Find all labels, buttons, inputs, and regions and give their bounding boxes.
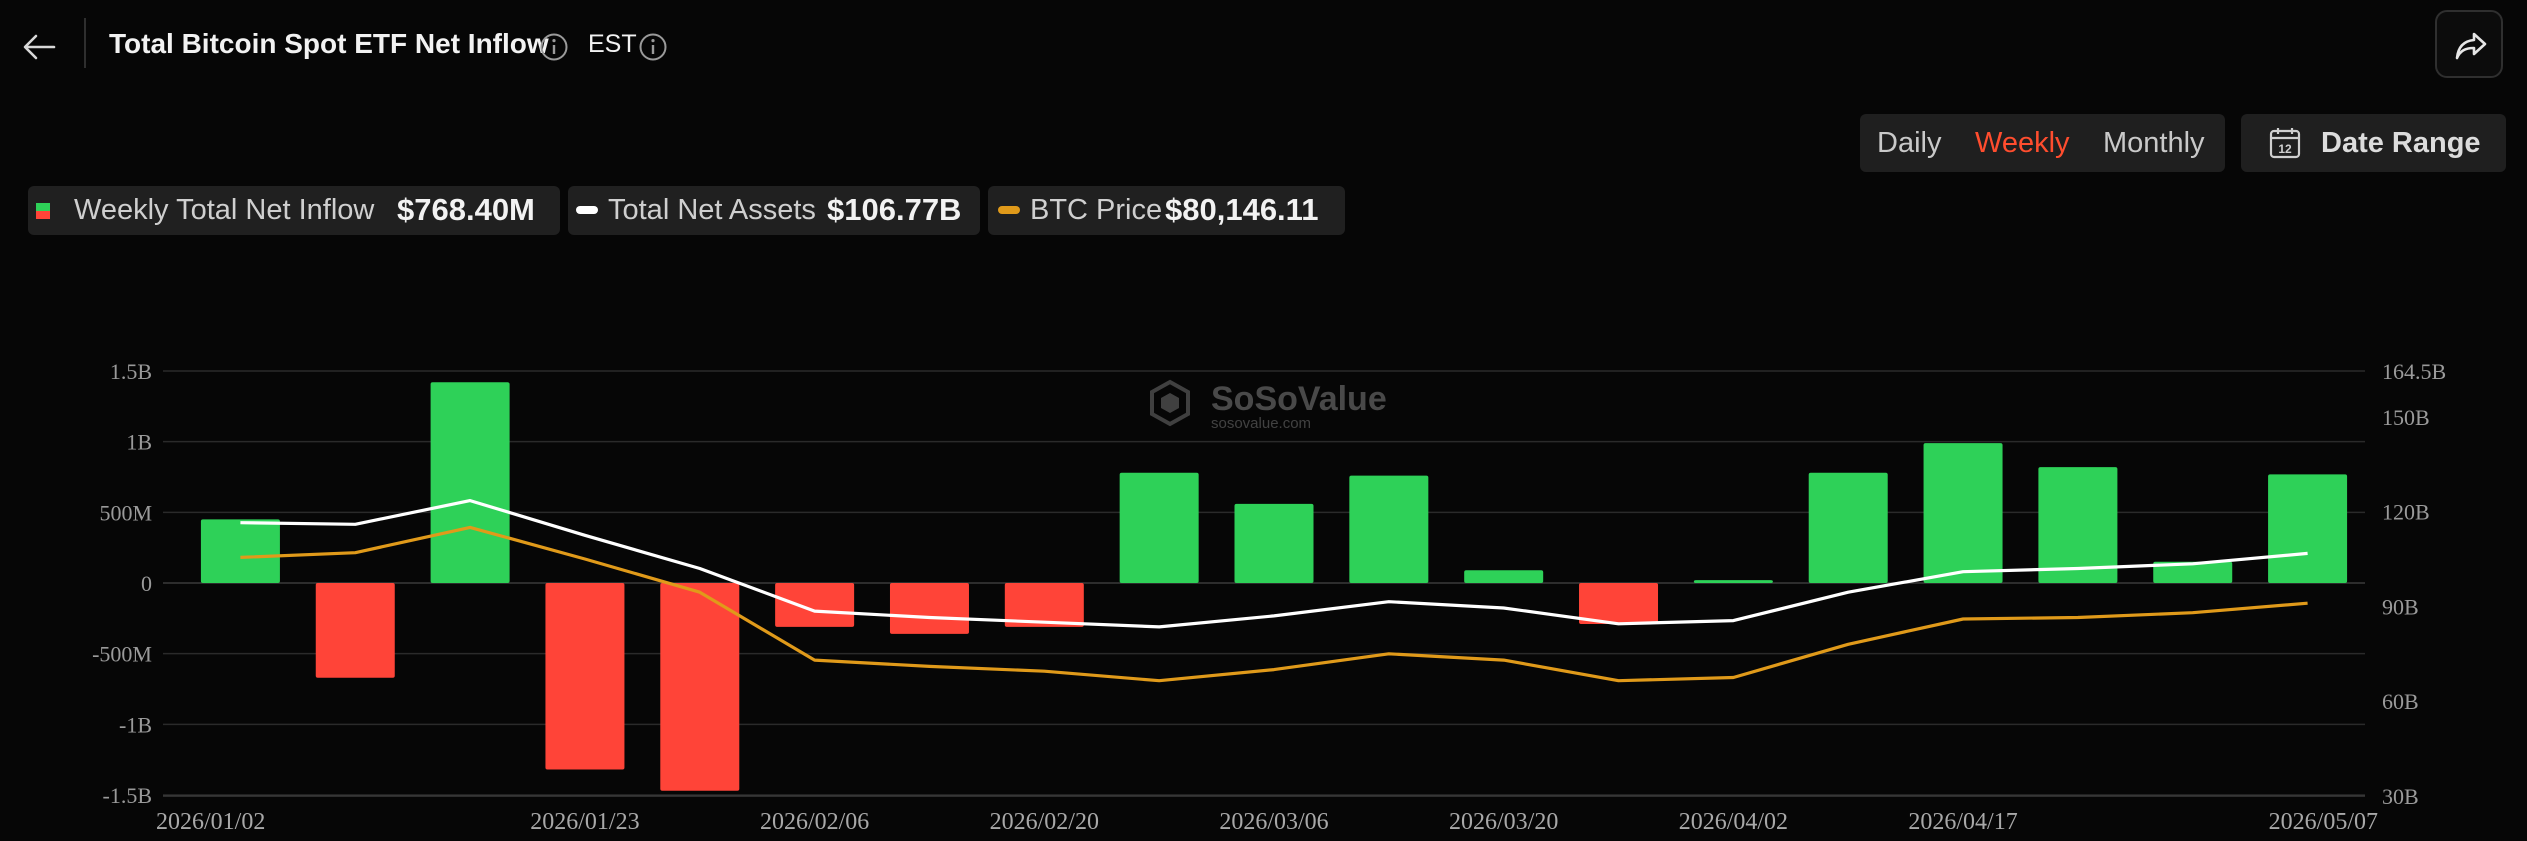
x-tick-label: 2026/04/17 [1908, 809, 2017, 835]
y-right-tick-label: 30B [2382, 784, 2419, 809]
inflow-bar[interactable] [430, 382, 510, 583]
share-arrow-icon [2455, 32, 2487, 60]
legend-assets[interactable]: Total Net Assets $106.77B [568, 186, 980, 235]
x-tick-label: 2026/01/23 [530, 809, 639, 835]
btc-price-line[interactable] [240, 525, 2308, 683]
x-tick-label: 2026/01/02 [156, 809, 265, 835]
legend-inflow[interactable]: Weekly Total Net Inflow $768.40M [28, 186, 560, 235]
inflow-bar[interactable] [2268, 474, 2348, 583]
share-button[interactable] [2435, 10, 2503, 78]
price-line-swatch-icon [998, 206, 1020, 214]
legend-inflow-label: Weekly Total Net Inflow [74, 194, 375, 226]
y-right-tick-label: 90B [2382, 594, 2419, 619]
watermark-brand: SoSoValue [1211, 380, 1387, 418]
inflow-bar[interactable] [1923, 443, 2003, 583]
info-icon[interactable] [539, 32, 569, 62]
y-right-tick-label: 164.5B [2382, 359, 2446, 384]
inflow-bar[interactable] [2153, 561, 2233, 583]
inflow-bar[interactable] [1464, 570, 1544, 583]
y-right-tick-label: 120B [2382, 500, 2430, 525]
inflow-bar[interactable] [545, 583, 625, 770]
legend-price[interactable]: BTC Price $80,146.11 [988, 186, 1345, 235]
inflow-chart: SoSoValue sosovalue.com 1.5B 1B 500M 0 -500M… [92, 359, 2446, 835]
inflow-swatch-icon [36, 203, 50, 219]
net-assets-line[interactable] [240, 499, 2308, 629]
watermark-url: sosovalue.com [1211, 415, 1311, 432]
inflow-bar[interactable] [2038, 467, 2118, 583]
y-left-tick-label: 1.5B [110, 359, 152, 384]
inflow-bar[interactable] [1693, 580, 1773, 583]
tab-weekly[interactable]: Weekly [1975, 127, 2070, 159]
inflow-bar[interactable] [200, 519, 280, 583]
y-right-tick-label: 150B [2382, 405, 2430, 430]
tab-daily[interactable]: Daily [1877, 127, 1942, 159]
legend-inflow-value: $768.40M [397, 192, 535, 227]
y-left-tick-label: -500M [92, 642, 152, 667]
header-bar: Total Bitcoin Spot ETF Net Inflow EST [0, 0, 2527, 95]
arrow-left-icon [23, 34, 56, 60]
timezone-info-icon[interactable] [638, 32, 668, 62]
inflow-bar[interactable] [1004, 583, 1084, 627]
inflow-bar[interactable] [315, 583, 395, 678]
calendar-icon: 12 [2269, 128, 2301, 159]
svg-text:12: 12 [2278, 142, 2292, 156]
y-left-tick-label: 500M [99, 500, 152, 525]
back-button[interactable] [18, 26, 60, 68]
tab-monthly[interactable]: Monthly [2103, 127, 2205, 159]
y-right-tick-label: 60B [2382, 689, 2419, 714]
legend-price-label: BTC Price [1030, 194, 1163, 226]
y-left-tick-label: -1.5B [103, 783, 153, 808]
date-range-button[interactable]: 12 Date Range [2241, 114, 2506, 172]
legend-assets-label: Total Net Assets [608, 194, 816, 226]
x-tick-label: 2026/05/07 [2269, 809, 2378, 835]
inflow-bar[interactable] [660, 583, 740, 791]
period-selector: Daily Weekly Monthly [1860, 114, 2225, 172]
x-tick-label: 2026/02/06 [760, 809, 869, 835]
inflow-bar[interactable] [1808, 472, 1888, 583]
y-left-tick-label: 0 [141, 571, 152, 596]
inflow-bar[interactable] [1119, 472, 1199, 583]
y-left-tick-label: -1B [119, 712, 152, 737]
inflow-bar[interactable] [1579, 583, 1659, 624]
timezone-label: EST [588, 30, 637, 58]
header-divider [84, 18, 86, 68]
inflow-bar[interactable] [889, 583, 969, 634]
watermark-logo: SoSoValue sosovalue.com [1150, 379, 1387, 432]
date-range-label: Date Range [2321, 127, 2481, 159]
inflow-bar[interactable] [1349, 475, 1429, 583]
x-tick-label: 2026/04/02 [1679, 809, 1788, 835]
assets-line-swatch-icon [576, 206, 598, 214]
x-tick-label: 2026/02/20 [990, 809, 1099, 835]
x-tick-label: 2026/03/20 [1449, 809, 1558, 835]
x-tick-label: 2026/03/06 [1219, 809, 1328, 835]
page-title: Total Bitcoin Spot ETF Net Inflow [109, 28, 549, 59]
inflow-bar[interactable] [1234, 503, 1314, 583]
y-left-tick-label: 1B [126, 430, 152, 455]
legend-assets-value: $106.77B [827, 192, 962, 227]
legend-price-value: $80,146.11 [1165, 192, 1319, 227]
inflow-bar[interactable] [775, 583, 855, 627]
